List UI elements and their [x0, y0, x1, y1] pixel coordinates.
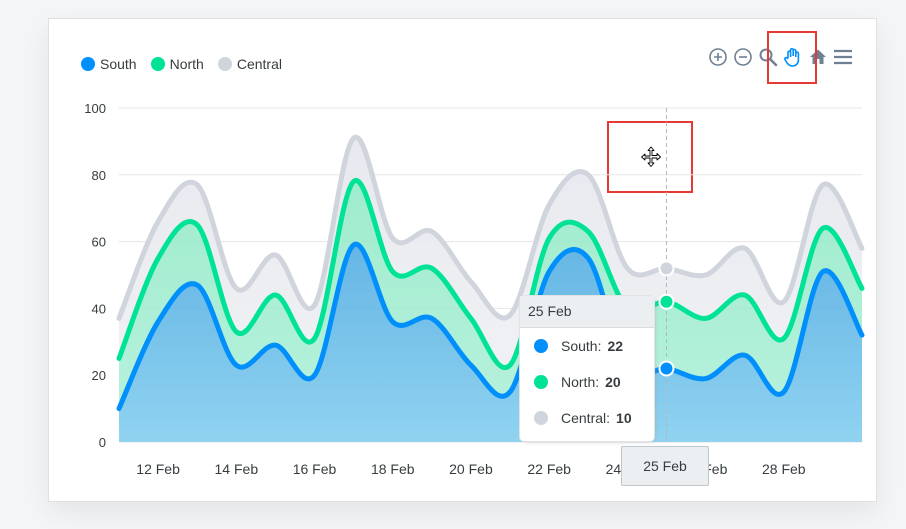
zoom-out-icon[interactable] — [731, 45, 755, 69]
legend-label-central: Central — [236, 56, 282, 72]
x-tick-label: 16 Feb — [293, 461, 337, 477]
x-tick-label: 20 Feb — [449, 461, 493, 477]
cursor-highlight — [607, 121, 693, 193]
legend-label-north: North — [169, 56, 204, 72]
legend-marker-north — [150, 57, 165, 71]
x-axis-crosshair-label: 25 Feb — [621, 446, 709, 486]
reset-home-icon[interactable] — [806, 45, 830, 69]
area-south — [119, 244, 862, 442]
tooltip-label-south: South: — [561, 338, 602, 354]
series-line-central — [116, 134, 865, 321]
tooltip-row-south: South: 22 — [520, 328, 654, 364]
legend-label-south: South — [100, 56, 137, 72]
legend-item-central[interactable]: Central — [217, 56, 282, 72]
legend: South North Central — [81, 56, 282, 72]
x-tick-label: 14 Feb — [215, 461, 259, 477]
legend-item-north[interactable]: North — [150, 56, 204, 72]
y-tick-label: 100 — [84, 101, 106, 116]
legend-marker-south — [81, 57, 95, 71]
zoom-select-icon[interactable] — [756, 45, 780, 69]
move-cursor-icon — [640, 146, 662, 168]
tooltip-label-central: Central: — [561, 410, 611, 426]
area-north — [119, 180, 862, 409]
tooltip-value-central: 10 — [616, 410, 632, 426]
tooltip-marker-central — [534, 411, 548, 425]
pan-hand-icon[interactable] — [781, 45, 805, 69]
y-tick-label: 60 — [92, 235, 106, 250]
tooltip-marker-north — [534, 375, 548, 389]
series-line-north — [116, 178, 865, 371]
tooltip-title: 25 Feb — [520, 296, 654, 328]
tooltip-label-north: North: — [561, 374, 600, 390]
series-line-south — [116, 241, 865, 412]
y-tick-label: 0 — [99, 435, 106, 450]
tooltip-value-south: 22 — [607, 338, 624, 354]
x-tick-label: 22 Feb — [527, 461, 571, 477]
marker-north — [658, 293, 675, 310]
tooltip-row-north: North: 20 — [520, 364, 654, 400]
tooltip: 25 Feb South: 22 North: 20 Central: 10 — [519, 295, 655, 442]
tooltip-row-central: Central: 10 — [520, 400, 654, 436]
area-central — [119, 137, 862, 368]
x-tick-label: 12 Feb — [136, 461, 180, 477]
legend-item-south[interactable]: South — [81, 56, 137, 72]
y-tick-label: 40 — [92, 301, 106, 316]
legend-marker-central — [217, 57, 232, 71]
tooltip-marker-south — [534, 339, 548, 353]
x-tick-label: 18 Feb — [371, 461, 415, 477]
tooltip-value-north: 20 — [605, 374, 621, 390]
zoom-in-icon[interactable] — [706, 45, 730, 69]
marker-central — [658, 260, 675, 277]
chart-toolbar — [706, 45, 856, 69]
y-tick-label: 20 — [92, 368, 106, 383]
pan-tool-highlight — [767, 31, 817, 84]
x-tick-label: 28 Feb — [762, 461, 806, 477]
marker-south — [658, 360, 675, 377]
y-tick-label: 80 — [92, 168, 106, 183]
menu-icon[interactable] — [831, 45, 855, 69]
